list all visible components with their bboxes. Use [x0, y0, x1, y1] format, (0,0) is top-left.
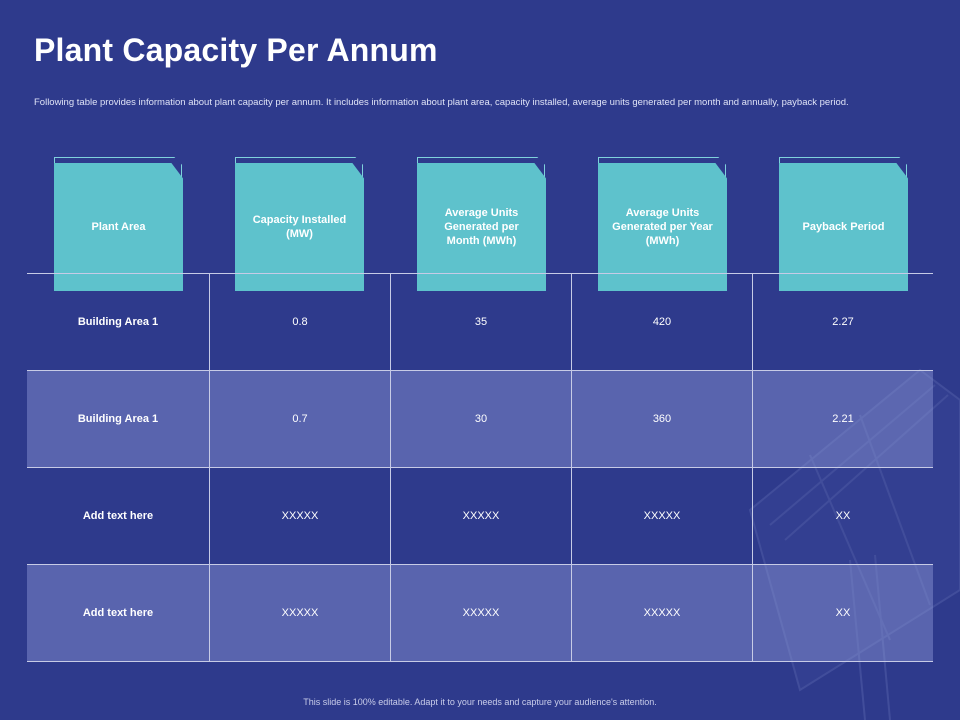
table-row: Building Area 1 0.7 30 360 2.21	[27, 370, 933, 467]
table-cell: 30	[390, 371, 571, 467]
page-subtitle: Following table provides information abo…	[34, 97, 849, 108]
table-cell: 2.21	[752, 371, 933, 467]
table-cell-plant-area: Add text here	[82, 607, 154, 619]
header-label: Plant Area	[91, 221, 146, 233]
table-cell: 35	[390, 274, 571, 370]
footer-note: This slide is 100% editable. Adapt it to…	[303, 697, 657, 707]
table-cell: XXXXX	[571, 565, 752, 661]
table-cell: XXXXX	[571, 468, 752, 564]
header-payback-period: Payback Period	[779, 157, 908, 291]
table-cell: XXXXX	[209, 468, 390, 564]
table-cell: XXXXX	[390, 565, 571, 661]
table-cell: XX	[752, 468, 933, 564]
capacity-table: Building Area 1 0.8 35 420 2.27 Building…	[27, 273, 933, 662]
solar-panel-decor	[748, 368, 960, 720]
header-capacity-installed: Capacity Installed (MW)	[235, 157, 364, 291]
header-label: Average Units Generated per Month (MWh)	[444, 207, 519, 247]
table-row: Add text here XXXXX XXXXX XXXXX XX	[27, 564, 933, 662]
table-row: Add text here XXXXX XXXXX XXXXX XX	[27, 467, 933, 564]
table-cell: XXXXX	[209, 565, 390, 661]
table-cell: 2.27	[752, 274, 933, 370]
header-label: Payback Period	[802, 221, 885, 233]
table-cell-plant-area: Add text here	[82, 510, 154, 522]
table-cell: XXXXX	[390, 468, 571, 564]
table-cell: 0.8	[209, 274, 390, 370]
header-label: Average Units Generated per Year (MWh)	[612, 207, 713, 247]
header-avg-units-month: Average Units Generated per Month (MWh)	[417, 157, 546, 291]
table-cell-plant-area: Building Area 1	[77, 316, 159, 328]
header-plant-area: Plant Area	[54, 157, 183, 291]
page-title: Plant Capacity Per Annum	[34, 32, 438, 68]
header-avg-units-year: Average Units Generated per Year (MWh)	[598, 157, 727, 291]
table-cell: 0.7	[209, 371, 390, 467]
table-row: Building Area 1 0.8 35 420 2.27	[27, 273, 933, 370]
header-label: Capacity Installed (MW)	[252, 214, 347, 240]
table-cell: 360	[571, 371, 752, 467]
table-cell-plant-area: Building Area 1	[77, 413, 159, 425]
table-cell: XX	[752, 565, 933, 661]
table-cell: 420	[571, 274, 752, 370]
